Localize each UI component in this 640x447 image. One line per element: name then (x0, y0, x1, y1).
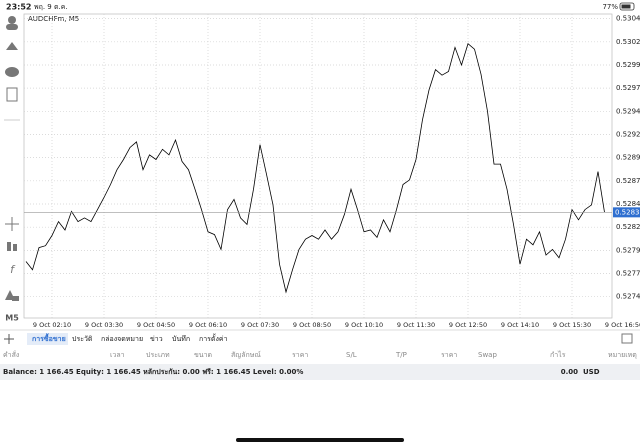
y-tick-label: 0.52895 (616, 154, 640, 162)
column-header: กำไร (550, 350, 566, 359)
timeframe[interactable]: M5 (5, 314, 19, 323)
status-battery: 77% (602, 3, 618, 11)
account-icon-body (6, 24, 18, 30)
y-tick-label: 0.52845 (616, 200, 640, 208)
terminal-menu[interactable] (621, 333, 633, 344)
indicator-icon-2 (13, 244, 17, 251)
balance: Balance: 1 166.45 Equity: 1 166.45 หลักป… (3, 368, 303, 376)
column-header: T/P (395, 351, 407, 359)
x-tick-label: 9 Oct 11:30 (397, 321, 435, 329)
x-tick-label: 9 Oct 08:50 (293, 321, 331, 329)
y-tick-label: 0.52945 (616, 107, 640, 115)
y-tick-label: 0.52795 (616, 246, 640, 254)
column-header: ขนาด (194, 351, 212, 359)
active-tab-bg (27, 333, 68, 345)
tab[interactable]: ข่าว (150, 335, 163, 343)
x-tick-label: 9 Oct 10:10 (345, 321, 383, 329)
battery-icon (619, 2, 635, 11)
account-icon[interactable] (8, 16, 16, 24)
tab[interactable]: ประวัติ (72, 335, 93, 343)
battery-level (621, 4, 631, 9)
chart-frame (23, 13, 613, 319)
crosshair-icon[interactable] (5, 217, 19, 231)
last-price-label: 0.52836 (615, 208, 640, 216)
profit: 0.00 (561, 368, 578, 376)
tab[interactable]: บันทึก (172, 334, 190, 343)
column-header: ราคา (441, 351, 457, 359)
status-date: พฤ. 9 ต.ค. (34, 3, 68, 11)
last-price-box (613, 207, 640, 218)
x-tick-label: 9 Oct 07:30 (241, 321, 279, 329)
x-tick-label: 9 Oct 02:10 (33, 321, 71, 329)
add-button[interactable] (4, 334, 14, 344)
x-tick-label: 9 Oct 15:30 (553, 321, 591, 329)
tabs: การซื้อขาย ประวัติ กล่องจดหมาย ข่าว บันทึก กา… (27, 332, 228, 345)
new-doc-icon[interactable] (6, 87, 18, 102)
y-tick-label: 0.53045 (616, 15, 640, 23)
chat-icon[interactable] (5, 67, 19, 77)
column-header: สัญลักษณ์ (231, 351, 261, 359)
function-icon[interactable]: f (10, 263, 16, 276)
home-indicator (236, 438, 404, 442)
balance-row (0, 364, 640, 380)
y-tick-label: 0.52995 (616, 61, 640, 69)
x-tick-label: 9 Oct 04:50 (137, 321, 175, 329)
tab[interactable]: การตั้งค่า (199, 332, 228, 343)
x-tick-label: 9 Oct 16:50 (605, 321, 640, 329)
currency: USD (583, 368, 600, 376)
columns: คำสั่ง เวลา ประเภท ขนาด สัญลักษณ์ ราคา S/L T/P ร… (3, 350, 637, 359)
column-header: ราคา (292, 351, 308, 359)
x-tick-label: 9 Oct 06:10 (189, 321, 227, 329)
column-header: Swap (478, 351, 497, 359)
trade-icon[interactable] (6, 42, 18, 50)
column-header: ประเภท (146, 351, 170, 359)
tab[interactable]: กล่องจดหมาย (101, 335, 143, 343)
objects-icon[interactable] (5, 290, 19, 301)
column-header: คำสั่ง (3, 350, 19, 359)
x-tick-label: 9 Oct 03:30 (85, 321, 123, 329)
column-header: เวลา (110, 351, 125, 359)
left-toolbar: f (4, 16, 20, 301)
indicator-icon[interactable] (7, 242, 11, 251)
column-header: หมายเหตุ (608, 351, 637, 359)
x-tick-label: 9 Oct 12:50 (449, 321, 487, 329)
x-tick-label: 9 Oct 14:10 (501, 321, 539, 329)
price-line (25, 43, 605, 294)
column-header: S/L (346, 351, 357, 359)
y-tick-label: 0.52745 (616, 293, 640, 301)
tab[interactable]: การซื้อขาย (32, 332, 66, 343)
status-time: 23:52 (6, 3, 31, 12)
chart-title: AUDCHFm, M5 (28, 15, 79, 23)
